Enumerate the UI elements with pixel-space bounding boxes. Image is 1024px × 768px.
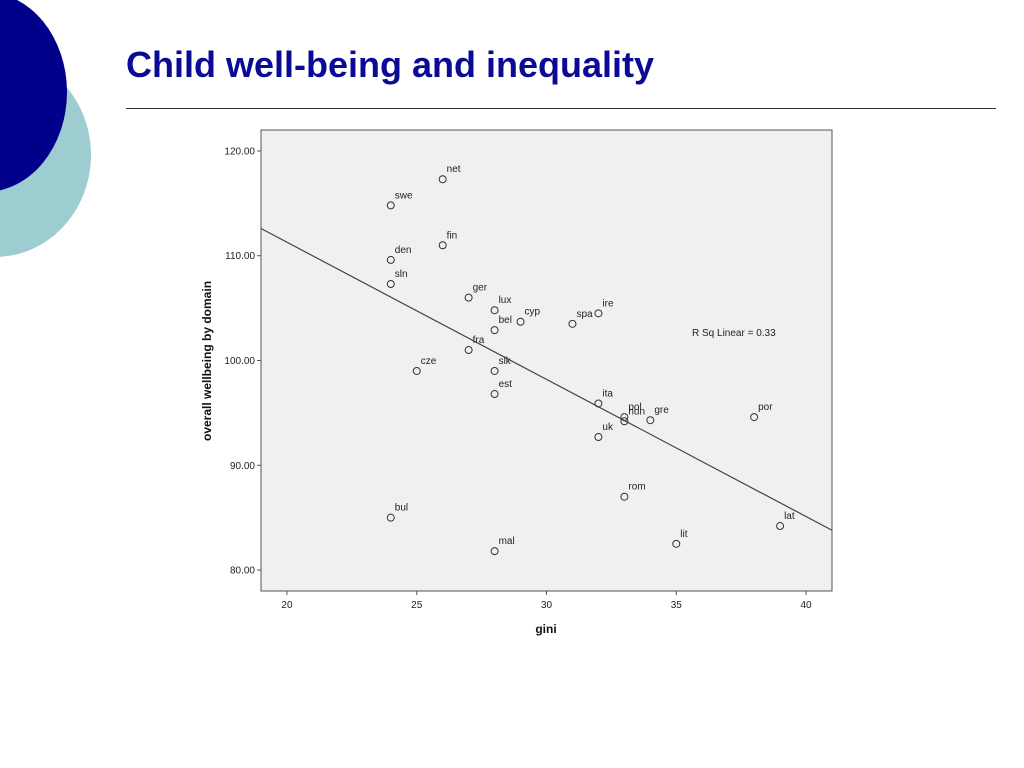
x-tick-label: 20 [281, 600, 293, 611]
dark-blue-oval [0, 0, 67, 191]
point-label-cyp: cyp [525, 307, 541, 318]
x-axis: 20 25 30 35 40 [281, 591, 812, 611]
x-tick-label: 35 [671, 600, 683, 611]
y-axis-title: overall wellbeing by domain [200, 281, 214, 441]
point-label-net: net [447, 164, 461, 175]
y-tick-label: 110.00 [225, 251, 255, 262]
data-point-ita [594, 399, 603, 408]
point-label-lat: lat [784, 511, 795, 522]
slide-title: Child well-being and inequality [126, 44, 655, 85]
data-point-bul [386, 513, 395, 522]
data-point-sln [386, 280, 395, 289]
decorative-ovals [0, 0, 91, 257]
point-label-pol: pol [628, 402, 641, 413]
data-point-rom [620, 492, 629, 501]
point-label-ita: ita [602, 388, 613, 399]
point-label-rom: rom [628, 482, 645, 493]
data-point-fra [464, 346, 473, 355]
data-point-uk [594, 432, 603, 441]
point-label-sln: sln [395, 269, 408, 280]
plot-area [260, 129, 833, 592]
data-point-lit [672, 539, 681, 548]
title-divider [126, 108, 996, 109]
regression-line [260, 227, 833, 531]
data-point-lat [776, 522, 785, 531]
data-point-pol [620, 413, 629, 422]
point-label-bel: bel [499, 315, 512, 326]
point-label-ire: ire [602, 298, 614, 309]
data-point-den [386, 255, 395, 264]
data-point-cze [412, 366, 421, 375]
x-tick-label: 30 [541, 600, 553, 611]
x-axis-title: gini [535, 622, 556, 636]
data-point-mal [490, 547, 499, 556]
data-point-fin [438, 241, 447, 250]
data-point-swe [386, 201, 395, 210]
point-label-ger: ger [473, 283, 488, 294]
data-point-por [750, 413, 759, 422]
point-label-swe: swe [395, 190, 413, 201]
r-squared-annotation: R Sq Linear = 0.33 [692, 328, 776, 339]
data-point-slk [490, 366, 499, 375]
point-label-bul: bul [395, 503, 408, 514]
point-label-cze: cze [421, 356, 437, 367]
y-axis: 80.00 90.00 100.00 110.00 120.00 [224, 146, 261, 577]
x-tick-label: 25 [411, 600, 423, 611]
point-label-fin: fin [447, 230, 458, 241]
y-tick-label: 90.00 [230, 461, 255, 472]
point-label-den: den [395, 245, 412, 256]
data-point-bel [490, 326, 499, 335]
y-tick-label: 80.00 [230, 566, 255, 577]
point-label-lux: lux [499, 295, 512, 306]
data-point-est [490, 390, 499, 399]
data-point-cyp [516, 317, 525, 326]
data-point-net [438, 175, 447, 184]
data-point-lux [490, 306, 499, 315]
point-label-mal: mal [499, 536, 515, 547]
data-point-ire [594, 309, 603, 318]
point-label-lit: lit [680, 529, 687, 540]
point-label-uk: uk [602, 422, 614, 433]
data-point-gre [646, 416, 655, 425]
point-label-hun: hun [628, 406, 645, 417]
point-label-gre: gre [654, 405, 669, 416]
y-tick-label: 120.00 [224, 146, 255, 157]
point-label-por: por [758, 402, 773, 413]
data-point-spa [568, 319, 577, 328]
point-label-slk: slk [499, 356, 512, 367]
x-tick-label: 40 [800, 600, 812, 611]
y-tick-label: 100.00 [224, 356, 255, 367]
point-label-spa: spa [576, 309, 593, 320]
data-point-ger [464, 293, 473, 302]
point-label-est: est [499, 379, 513, 390]
point-label-fra: fra [473, 335, 485, 346]
data-point-hun [620, 417, 629, 426]
